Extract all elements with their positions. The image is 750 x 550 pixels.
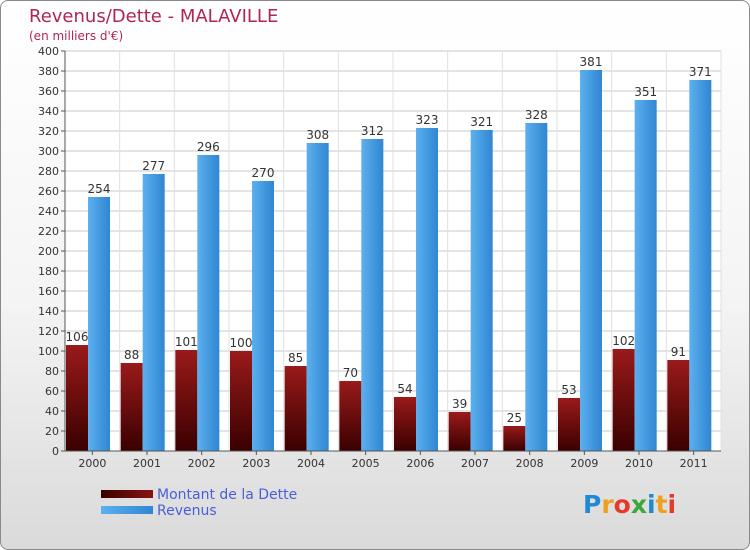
data-label-dette: 88 — [124, 348, 139, 362]
bar-revenus — [580, 70, 602, 451]
y-tick-label: 80 — [45, 365, 59, 378]
bar-dette — [503, 426, 526, 451]
x-tick-label: 2010 — [625, 457, 653, 470]
bar-dette — [230, 351, 252, 451]
legend-label-dette: Montant de la Dette — [157, 487, 298, 503]
y-tick-label: 240 — [38, 205, 59, 218]
y-tick-label: 280 — [38, 165, 59, 178]
y-tick-label: 120 — [38, 325, 59, 338]
x-tick-label: 2005 — [352, 457, 380, 470]
data-label-dette: 101 — [175, 335, 198, 349]
y-tick-label: 200 — [38, 245, 59, 258]
data-label-dette: 53 — [561, 383, 576, 397]
data-label-dette: 39 — [452, 397, 467, 411]
bar-revenus — [142, 174, 165, 451]
data-label-dette: 85 — [288, 351, 303, 365]
bar-revenus — [361, 139, 384, 451]
y-tick-label: 320 — [38, 125, 59, 138]
bar-dette — [558, 398, 580, 451]
y-tick-label: 140 — [38, 305, 59, 318]
y-tick-label: 260 — [38, 185, 59, 198]
data-label-revenus: 323 — [416, 113, 439, 127]
data-label-revenus: 254 — [88, 182, 111, 196]
legend-swatch-revenus — [101, 506, 153, 514]
y-tick-label: 0 — [52, 445, 59, 458]
bar-dette — [612, 349, 635, 451]
y-tick-label: 340 — [38, 105, 59, 118]
data-label-revenus: 296 — [197, 140, 220, 154]
bar-revenus — [634, 100, 657, 451]
bar-revenus — [88, 197, 110, 451]
y-tick-label: 360 — [38, 85, 59, 98]
bar-dette — [394, 397, 416, 451]
y-tick-label: 300 — [38, 145, 59, 158]
y-tick-label: 40 — [45, 405, 59, 418]
bar-revenus — [306, 143, 329, 451]
bar-revenus — [525, 123, 548, 451]
x-tick-label: 2008 — [516, 457, 544, 470]
data-label-revenus: 381 — [580, 55, 603, 69]
y-tick-label: 380 — [38, 65, 59, 78]
y-tick-label: 400 — [38, 45, 59, 58]
bar-dette — [120, 363, 143, 451]
data-label-dette: 54 — [397, 382, 412, 396]
x-tick-label: 2000 — [78, 457, 106, 470]
x-tick-label: 2007 — [461, 457, 489, 470]
data-label-dette: 91 — [671, 345, 686, 359]
data-label-revenus: 277 — [142, 159, 165, 173]
data-label-dette: 70 — [343, 366, 358, 380]
bar-dette — [667, 360, 690, 451]
data-label-dette: 102 — [612, 334, 635, 348]
bar-revenus — [252, 181, 274, 451]
x-tick-label: 2006 — [406, 457, 434, 470]
x-tick-label: 2002 — [188, 457, 216, 470]
y-tick-label: 20 — [45, 425, 59, 438]
y-tick-label: 180 — [38, 265, 59, 278]
x-tick-label: 2009 — [570, 457, 598, 470]
data-label-revenus: 328 — [525, 108, 548, 122]
y-tick-label: 100 — [38, 345, 59, 358]
data-label-dette: 25 — [507, 411, 522, 425]
data-label-dette: 106 — [66, 330, 89, 344]
legend-swatch-dette — [101, 490, 153, 498]
bar-revenus — [197, 155, 220, 451]
bar-revenus — [416, 128, 438, 451]
y-tick-label: 160 — [38, 285, 59, 298]
x-tick-label: 2011 — [680, 457, 708, 470]
data-label-revenus: 351 — [634, 85, 657, 99]
x-tick-label: 2003 — [242, 457, 270, 470]
bar-dette — [339, 381, 362, 451]
bar-dette — [175, 350, 198, 451]
y-tick-label: 220 — [38, 225, 59, 238]
bar-revenus — [689, 80, 712, 451]
chart-subtitle: (en milliers d'€) — [29, 29, 124, 43]
bar-dette — [448, 412, 471, 451]
data-label-revenus: 371 — [689, 65, 712, 79]
data-label-revenus: 321 — [470, 115, 493, 129]
y-tick-label: 60 — [45, 385, 59, 398]
data-label-dette: 100 — [230, 336, 253, 350]
chart-title: Revenus/Dette - MALAVILLE — [29, 6, 279, 27]
bar-dette — [284, 366, 307, 451]
x-tick-label: 2004 — [297, 457, 325, 470]
data-label-revenus: 312 — [361, 124, 384, 138]
data-label-revenus: 308 — [306, 128, 329, 142]
data-label-revenus: 270 — [252, 166, 275, 180]
bar-dette — [66, 345, 88, 451]
x-tick-label: 2001 — [133, 457, 161, 470]
legend-label-revenus: Revenus — [157, 503, 217, 519]
proxiti-logo: Proxiti — [583, 490, 677, 519]
bar-revenus — [470, 130, 493, 451]
